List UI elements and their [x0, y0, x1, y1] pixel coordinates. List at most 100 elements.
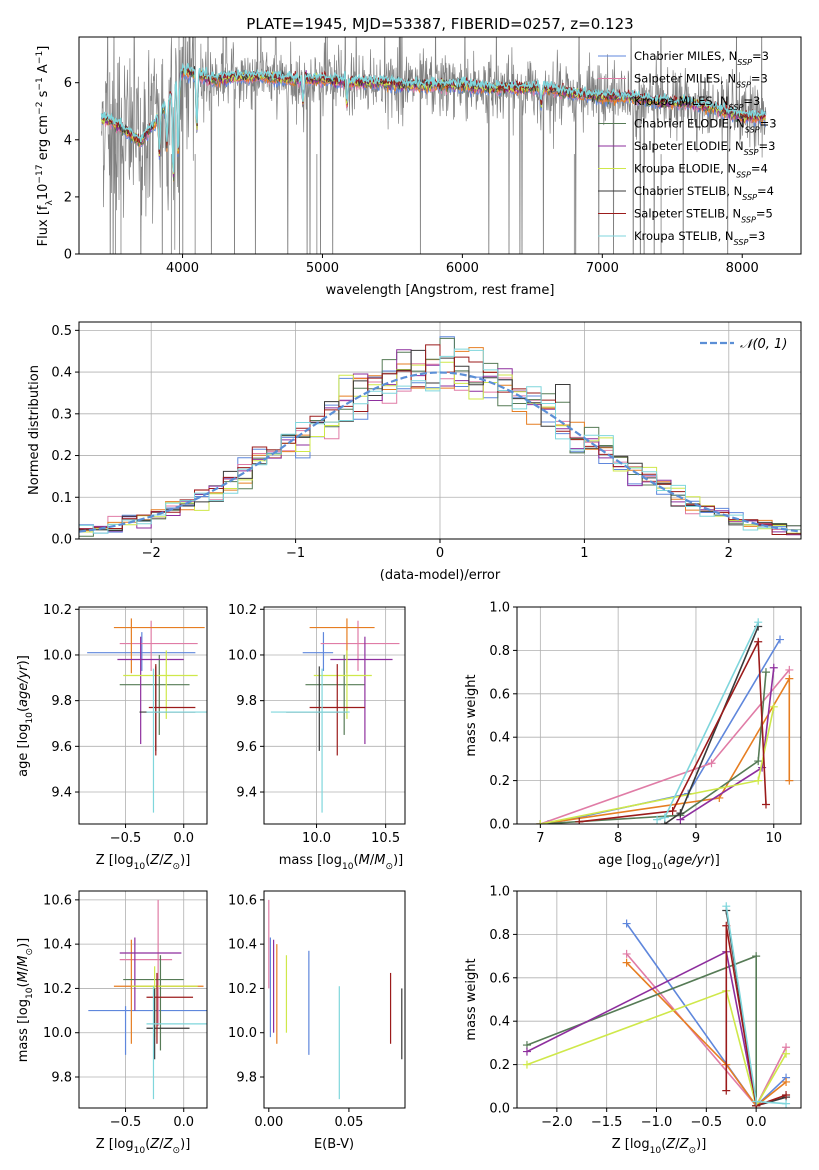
- tick-label-y: 10.4: [43, 938, 72, 953]
- label-part: )]: [16, 655, 31, 665]
- tick-label-x: 10: [765, 831, 782, 846]
- label-part: M: [16, 956, 31, 967]
- label-part: /: [159, 853, 164, 868]
- label-part: Z: [665, 1137, 676, 1152]
- series-marker-kroupa_elodie: [782, 1049, 791, 1058]
- label-part: SSP: [734, 238, 749, 247]
- tick-label-y: 2: [64, 190, 72, 205]
- tick-label-y: 0.5: [51, 324, 72, 339]
- plot-area: [536, 618, 794, 824]
- label-part: Salpeter ELODIE, N: [634, 139, 744, 153]
- tick-label-y: 9.6: [236, 740, 257, 755]
- label-part: Kroupa ELODIE, N: [634, 162, 736, 176]
- label-part: =5: [756, 207, 773, 221]
- tick-label-x: 2: [725, 546, 733, 561]
- label-part: Flux [f: [36, 205, 51, 246]
- label-part: Salpeter STELIB, N: [634, 207, 741, 221]
- label-part: mass [log: [16, 999, 31, 1062]
- tick-label-x: 0.05: [334, 1115, 363, 1130]
- label-part: −1: [35, 51, 45, 64]
- label-part: age/yr: [16, 664, 31, 707]
- x-axis-label: age [log10(age/yr)]: [598, 853, 720, 872]
- tick-label-y: 0.3: [51, 407, 72, 422]
- x-axis-label: wavelength [Angstrom, rest frame]: [326, 283, 555, 298]
- tick-label-x: 10.5: [371, 831, 400, 846]
- tick-label-x: 4000: [166, 261, 199, 276]
- series-marker-salpeter_elodie: [769, 663, 778, 672]
- label-part: 10: [25, 987, 35, 999]
- label-part: SSP: [745, 125, 760, 134]
- label-part: /: [16, 966, 31, 971]
- axes-frame: [263, 606, 406, 825]
- label-part: Chabrier ELODIE, N: [634, 117, 745, 131]
- label-part: Chabrier MILES, N: [634, 49, 737, 63]
- series-marker-salpeter_miles: [622, 949, 631, 958]
- tick-label-y: 10.2: [228, 982, 257, 997]
- series-line-salpeter_stelib: [579, 638, 767, 823]
- legend-label-normal: 𝒩(0, 1): [740, 337, 787, 352]
- label-part: )]: [180, 853, 190, 868]
- tick-label-y: 0.2: [51, 449, 72, 464]
- label-part: (: [663, 853, 668, 868]
- label-part: =3: [758, 139, 775, 153]
- y-axis-label: Flux [fλ10−17 erg cm−2 s−1 A−1]: [35, 46, 55, 247]
- label-part: age [log: [16, 724, 31, 777]
- axes-mass_vs_Z: −0.5 0.09.810.010.210.410.6Z [log10(Z/Z⊙)…: [16, 890, 208, 1156]
- x-axis-label: E(B-V): [314, 1137, 354, 1152]
- label-part: 10: [36, 184, 51, 201]
- series-line-salpeter_elodie: [526, 950, 757, 1106]
- label-part: SSP: [741, 215, 756, 224]
- label-part: Z [log: [612, 1137, 650, 1152]
- tick-label-x: 9: [692, 831, 700, 846]
- legend-label-chabrier_elodie: Chabrier ELODIE, NSSP=3: [634, 117, 777, 135]
- tick-label-x: −0.5: [110, 831, 142, 846]
- series-marker-kroupa_stelib: [752, 1097, 761, 1106]
- label-part: age/yr: [668, 853, 711, 868]
- label-part: =3: [748, 229, 765, 243]
- label-part: λ: [45, 200, 55, 206]
- series-marker-salpeter_stelib: [575, 817, 584, 824]
- label-part: ⊙: [689, 1146, 697, 1156]
- series-marker-salpeter_stelib: [722, 1086, 731, 1095]
- tick-label-y: 0.2: [489, 1058, 510, 1073]
- label-part: 10: [134, 862, 146, 872]
- normal-curve-line: [79, 371, 801, 533]
- tick-label-x: 1: [580, 546, 588, 561]
- series-marker-kroupa_elodie: [754, 776, 763, 785]
- legend-label-kroupa_stelib: Kroupa STELIB, NSSP=3: [634, 229, 765, 247]
- tick-label-x: 6000: [446, 261, 479, 276]
- label-part: ]: [36, 46, 51, 51]
- series-marker-kroupa_elodie: [536, 820, 545, 824]
- series-marker-kroupa_elodie: [522, 1060, 531, 1069]
- label-part: )]: [393, 853, 403, 868]
- plot-area: [87, 618, 207, 813]
- series-marker-chabrier_miles: [622, 919, 631, 928]
- label-part: Kroupa STELIB, N: [634, 229, 734, 243]
- axes-frame: [263, 890, 406, 1109]
- plot-area: [88, 899, 207, 1100]
- label-part: ⊙: [173, 1146, 181, 1156]
- series-marker-chabrier_stelib: [676, 809, 685, 818]
- x-axis-label: Z [log10(Z/Z⊙)]: [612, 1137, 707, 1156]
- tick-label-x: 7000: [586, 261, 619, 276]
- series-marker-salpeter_miles: [707, 759, 716, 768]
- x-axis-label: (data-model)/error: [380, 568, 501, 583]
- label-part: mass [log: [279, 853, 342, 868]
- label-part: =4: [751, 162, 768, 176]
- label-part: Z [log: [96, 853, 134, 868]
- label-part: SSP: [744, 148, 759, 157]
- tick-label-x: 0: [436, 546, 444, 561]
- series-marker-chabrier_miles: [775, 635, 784, 644]
- legend-label-kroupa_miles: Kroupa MILES, NSSP=3: [634, 94, 760, 112]
- histogram-step-kroupa_stelib: [79, 348, 801, 534]
- series-marker-kroupa_stelib: [782, 1099, 791, 1108]
- tick-label-y: 9.8: [236, 694, 257, 709]
- label-part: 10: [651, 862, 663, 872]
- label-part: Z: [679, 1137, 690, 1152]
- label-part: Kroupa MILES, N: [634, 94, 729, 108]
- tick-label-y: 0.0: [489, 1102, 510, 1117]
- label-part: ⊙: [385, 862, 393, 872]
- tick-label-y: 10.6: [43, 893, 72, 908]
